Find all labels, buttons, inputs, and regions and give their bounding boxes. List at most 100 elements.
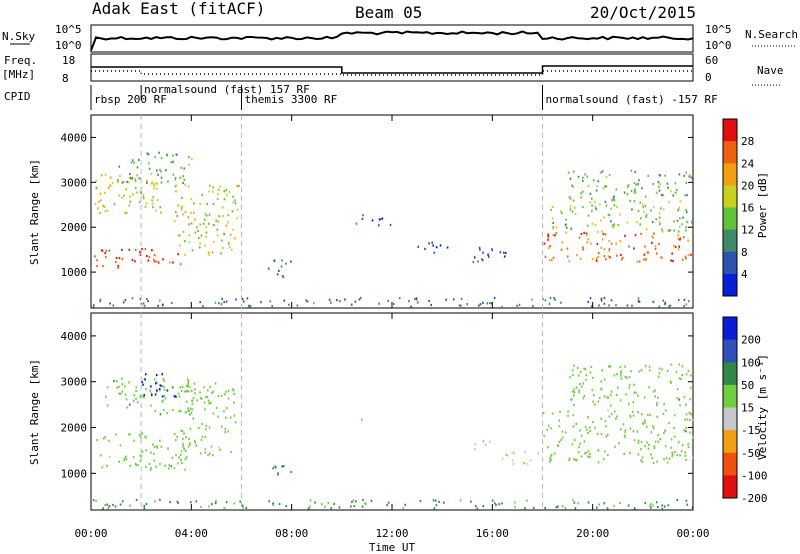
data-cell (146, 180, 148, 183)
data-cell (99, 211, 101, 215)
data-cell (607, 396, 610, 399)
data-cell (194, 392, 196, 395)
data-cell (217, 220, 219, 223)
data-cell (232, 389, 235, 392)
data-cell (634, 234, 637, 237)
data-cell (228, 191, 231, 194)
power-colorbar: 4 8 12 16 20 24 28 (722, 118, 755, 297)
data-cell (160, 181, 163, 184)
data-cell (424, 247, 426, 250)
data-cell (692, 419, 694, 422)
data-cell (610, 299, 613, 302)
data-cell (221, 425, 223, 428)
data-cell (662, 299, 664, 302)
data-cell (101, 466, 103, 469)
data-cell (121, 196, 123, 199)
data-cell (652, 390, 655, 393)
data-cell (680, 377, 682, 380)
data-cell (624, 365, 626, 368)
data-cell (565, 223, 567, 226)
data-cell (620, 374, 622, 377)
data-cell (645, 257, 647, 260)
data-cell (438, 500, 440, 503)
data-cell (212, 412, 215, 415)
data-cell (249, 304, 252, 308)
data-cell (597, 400, 600, 403)
data-cell (669, 304, 672, 307)
data-cell (615, 188, 618, 191)
data-cell (652, 425, 654, 428)
data-cell (223, 393, 226, 396)
data-cell (178, 409, 180, 413)
data-cell (121, 383, 124, 386)
data-cell (180, 390, 183, 393)
data-cell (666, 369, 669, 372)
data-cell (620, 371, 622, 375)
data-cell (119, 444, 122, 447)
data-cell (191, 408, 193, 411)
data-cell (155, 382, 157, 385)
data-cell (183, 432, 185, 435)
data-cell (164, 464, 166, 467)
data-cell (260, 301, 262, 304)
data-cell (567, 414, 569, 417)
data-cell (160, 176, 163, 179)
data-cell (215, 499, 217, 502)
data-cell (218, 446, 220, 449)
data-cell (616, 373, 618, 376)
data-cell (144, 205, 147, 208)
data-cell (551, 258, 553, 262)
data-cell (645, 213, 648, 216)
data-cell (618, 442, 620, 445)
data-cell (215, 219, 217, 222)
data-cell (582, 248, 585, 251)
data-cell (180, 208, 183, 211)
data-cell (505, 453, 508, 456)
data-cell (606, 507, 609, 510)
data-cell (145, 502, 148, 506)
data-cell (134, 187, 137, 190)
data-cell (190, 211, 192, 214)
data-cell (330, 507, 332, 510)
data-cell (644, 204, 647, 208)
data-cell (597, 461, 600, 464)
data-cell (689, 412, 692, 415)
data-cell (638, 300, 641, 303)
data-cell (565, 218, 567, 221)
data-cell (591, 209, 593, 212)
data-cell (656, 401, 658, 405)
data-cell (153, 187, 155, 190)
data-cell (658, 173, 661, 176)
data-cell (225, 390, 227, 393)
data-cell (690, 253, 692, 256)
data-cell (549, 259, 551, 262)
data-cell (601, 170, 604, 173)
data-cell (637, 453, 640, 456)
data-cell (598, 252, 600, 255)
data-cell (634, 171, 636, 174)
data-cell (685, 171, 687, 174)
data-cell (638, 370, 641, 373)
data-cell (652, 504, 654, 507)
data-cell (354, 300, 357, 303)
power-panel: 1000 2000 3000 4000 Slant Range [km] (28, 114, 694, 309)
xtick-label: 12:00 (375, 527, 408, 540)
colorbar-tick-label: 50 (741, 379, 754, 392)
data-cell (604, 420, 607, 423)
data-cell (353, 505, 356, 508)
data-cell (208, 184, 211, 187)
data-cell (219, 448, 221, 452)
data-cell (656, 404, 658, 407)
colorbar-tick-label: 200 (741, 334, 761, 347)
data-cell (152, 443, 154, 446)
data-cell (113, 379, 115, 383)
data-cell (101, 249, 104, 252)
ytick-label: 2000 (61, 221, 88, 234)
data-cell (145, 436, 147, 439)
cpid-boundary-lines (140, 115, 543, 510)
data-cell (685, 226, 687, 229)
data-cell (144, 373, 147, 376)
data-cell (661, 256, 663, 259)
data-cell (290, 260, 292, 263)
data-cell (619, 365, 622, 369)
